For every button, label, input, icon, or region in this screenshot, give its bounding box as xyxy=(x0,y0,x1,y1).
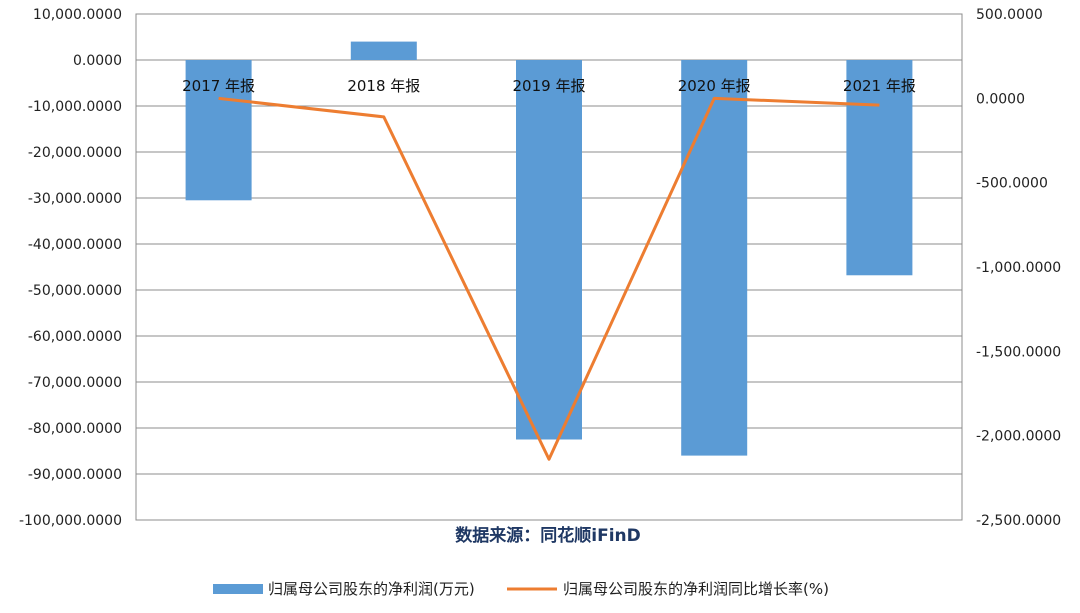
right-tick-label: -500.0000 xyxy=(976,176,1048,192)
left-tick-label: -20,000.0000 xyxy=(28,145,122,161)
line-series xyxy=(218,96,880,461)
right-tick-label: 0.0000 xyxy=(976,91,1025,107)
left-tick-label: -30,000.0000 xyxy=(28,191,122,207)
left-tick-label: -100,000.0000 xyxy=(19,513,122,529)
right-tick-label: -1,500.0000 xyxy=(976,344,1061,360)
category-label: 2019 年报 xyxy=(513,77,586,95)
left-tick-label: -80,000.0000 xyxy=(28,421,122,437)
bar xyxy=(350,41,417,60)
growth-line xyxy=(218,96,880,461)
bar-series xyxy=(185,41,913,456)
left-tick-label: -40,000.0000 xyxy=(28,237,122,253)
plot-frame xyxy=(135,13,963,521)
bar xyxy=(681,60,748,456)
right-tick-label: -2,000.0000 xyxy=(976,429,1061,445)
source-note: 数据来源：同花顺iFinD xyxy=(455,525,640,546)
left-tick-label: -90,000.0000 xyxy=(28,467,122,483)
bar xyxy=(185,60,252,201)
left-tick-label: -10,000.0000 xyxy=(28,99,122,115)
category-label: 2020 年报 xyxy=(678,77,751,95)
left-tick-label: 10,000.0000 xyxy=(33,7,122,23)
right-tick-label: -1,000.0000 xyxy=(976,260,1061,276)
right-axis-ticks: 500.0000 0.0000 -500.0000 -1,000.0000 -1,500… xyxy=(976,7,1061,529)
bar xyxy=(516,60,582,440)
category-label: 2018 年报 xyxy=(347,77,420,95)
left-tick-label: -60,000.0000 xyxy=(28,329,122,345)
legend: 归属母公司股东的净利润(万元) 归属母公司股东的净利润同比增长率(%) xyxy=(213,580,829,598)
category-label: 2017 年报 xyxy=(182,77,255,95)
category-label: 2021 年报 xyxy=(843,77,916,95)
left-tick-label: -70,000.0000 xyxy=(28,375,122,391)
category-labels: 2017 年报 2018 年报 2019 年报 2020 年报 2021 年报 xyxy=(182,77,916,95)
left-axis-ticks: 10,000.0000 0.0000 -10,000.0000 -20,000.000… xyxy=(19,7,122,529)
legend-line-label: 归属母公司股东的净利润同比增长率(%) xyxy=(563,580,829,598)
bar xyxy=(846,60,913,276)
left-tick-label: -50,000.0000 xyxy=(28,283,122,299)
right-tick-label: -2,500.0000 xyxy=(976,513,1061,529)
left-tick-label: 0.0000 xyxy=(73,53,122,69)
legend-bar-label: 归属母公司股东的净利润(万元) xyxy=(268,580,475,598)
legend-bar-swatch xyxy=(213,584,263,594)
right-tick-label: 500.0000 xyxy=(976,7,1043,23)
